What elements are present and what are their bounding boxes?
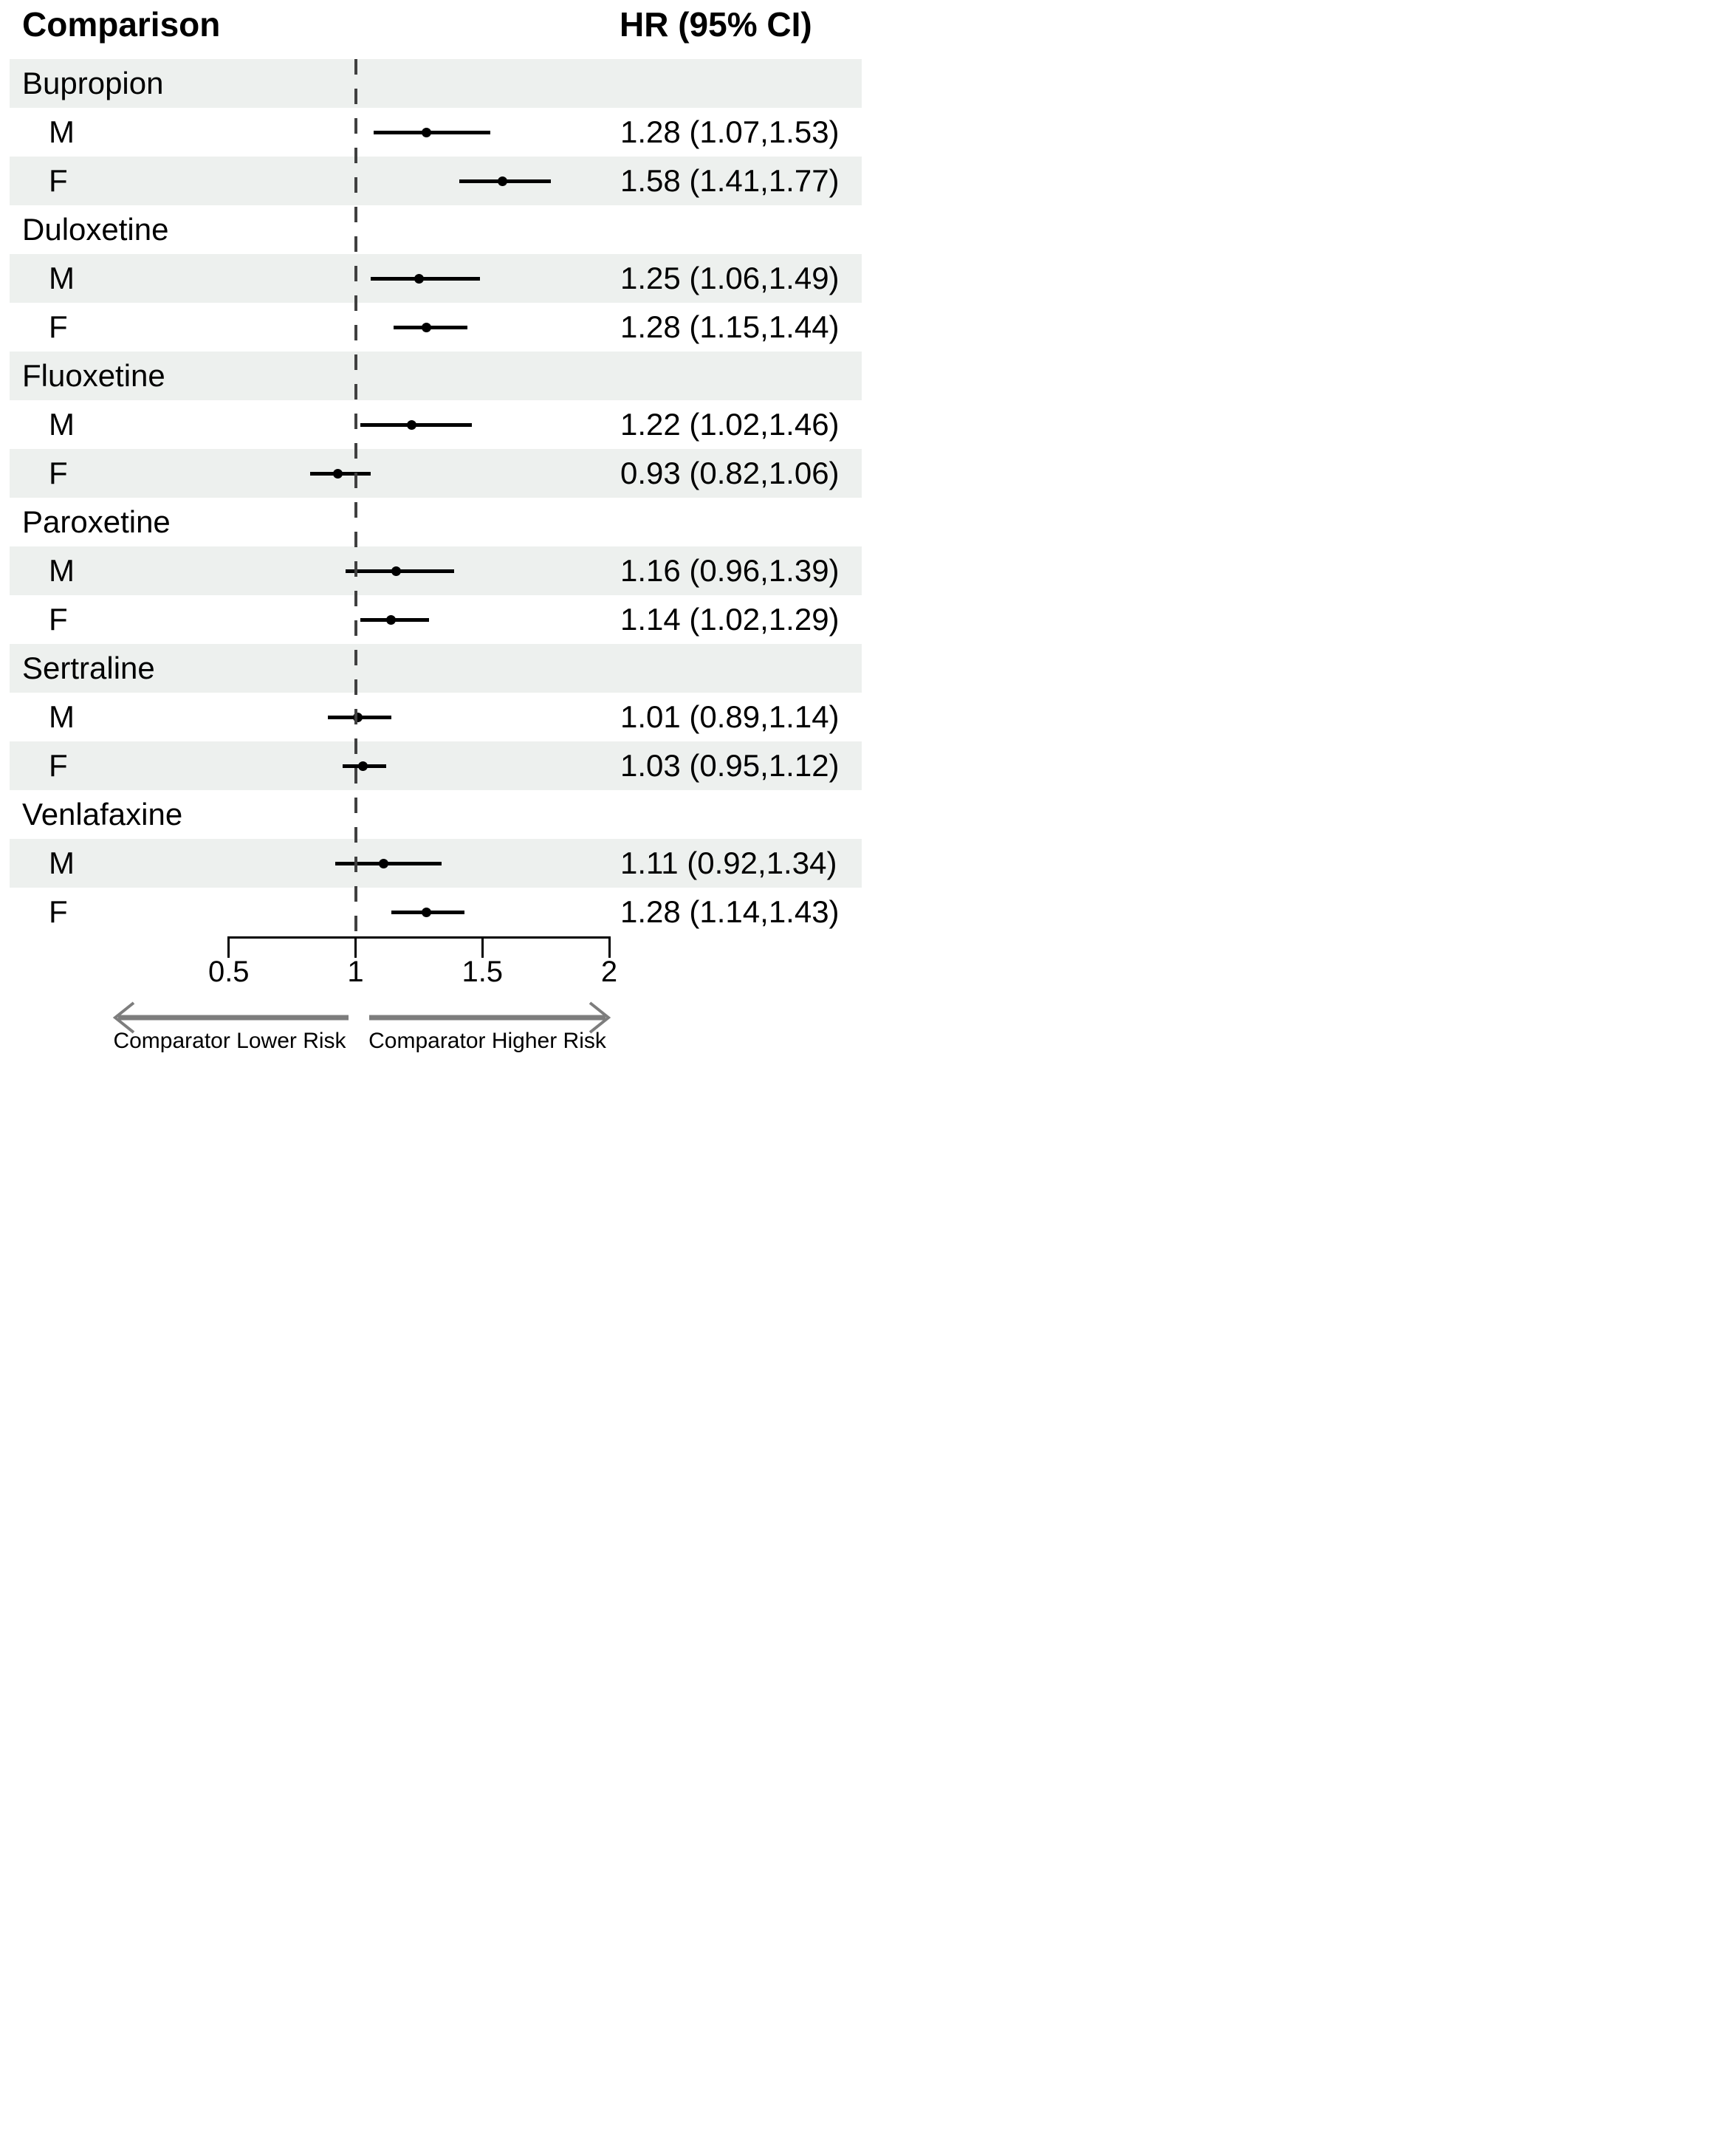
- point-estimate-dot: [378, 858, 388, 868]
- x-axis-tick: [354, 936, 357, 958]
- hr-ci-value: 1.11 (0.92,1.34): [620, 846, 837, 880]
- sex-label: F: [49, 309, 68, 344]
- point-estimate-dot: [391, 566, 401, 576]
- sex-label: M: [49, 553, 75, 588]
- point-estimate-dot: [358, 761, 368, 771]
- x-axis-tick-label: 1.5: [462, 956, 504, 988]
- row-stripe-band: [10, 352, 862, 400]
- hr-ci-value: 1.25 (1.06,1.49): [620, 261, 840, 295]
- sex-label: M: [49, 114, 75, 149]
- x-axis-tick: [481, 936, 484, 958]
- confidence-interval-line: [373, 130, 490, 134]
- x-axis-tick: [227, 936, 230, 958]
- lower-risk-arrow-icon: [112, 1001, 349, 1034]
- drug-group-label: Paroxetine: [22, 504, 171, 539]
- sex-label: F: [49, 163, 68, 198]
- x-axis-tick: [608, 936, 611, 958]
- hr-ci-value: 1.01 (0.89,1.14): [620, 699, 840, 734]
- hr-ci-value: 1.28 (1.14,1.43): [620, 894, 840, 929]
- x-axis-tick-label: 0.5: [207, 956, 250, 988]
- row-stripe-band: [10, 59, 862, 108]
- column-header-hr-ci: HR (95% CI): [620, 5, 812, 44]
- point-estimate-dot: [406, 419, 416, 430]
- drug-group-label: Venlafaxine: [22, 797, 183, 832]
- higher-risk-arrow-icon: [369, 1001, 611, 1034]
- drug-group-label: Duloxetine: [22, 212, 169, 247]
- point-estimate-dot: [422, 907, 432, 917]
- higher-risk-label: Comparator Higher Risk: [368, 1029, 606, 1053]
- sex-label: M: [49, 846, 75, 880]
- point-estimate-dot: [422, 127, 432, 137]
- row-stripe-band: [10, 157, 862, 205]
- hr-ci-value: 1.03 (0.95,1.12): [620, 748, 840, 783]
- sex-label: F: [49, 748, 68, 783]
- sex-label: F: [49, 894, 68, 929]
- hr-ci-value: 1.58 (1.41,1.77): [620, 163, 840, 198]
- row-stripe-band: [10, 449, 862, 498]
- lower-risk-label: Comparator Lower Risk: [113, 1029, 346, 1053]
- row-stripe-band: [10, 741, 862, 790]
- hr-ci-value: 1.22 (1.02,1.46): [620, 407, 840, 442]
- sex-label: M: [49, 261, 75, 295]
- point-estimate-dot: [422, 322, 432, 332]
- hr-ci-value: 1.14 (1.02,1.29): [620, 602, 840, 637]
- hr-ci-value: 1.28 (1.15,1.44): [620, 309, 840, 344]
- point-estimate-dot: [414, 273, 424, 284]
- point-estimate-dot: [332, 468, 343, 479]
- hr-ci-value: 0.93 (0.82,1.06): [620, 456, 840, 490]
- confidence-interval-line: [360, 422, 473, 427]
- confidence-interval-line: [335, 861, 442, 865]
- drug-group-label: Fluoxetine: [22, 358, 165, 393]
- forest-plot-figure: Comparison HR (95% CI) Bupropion M 1.28 (1…: [0, 0, 868, 1065]
- point-estimate-dot: [386, 614, 397, 625]
- risk-direction-arrows: [112, 1001, 611, 1034]
- sex-label: F: [49, 602, 68, 637]
- hr-ci-value: 1.16 (0.96,1.39): [620, 553, 840, 588]
- reference-line: [354, 59, 357, 936]
- column-header-comparison: Comparison: [22, 5, 221, 44]
- row-stripe-band: [10, 644, 862, 693]
- confidence-interval-line: [371, 276, 480, 281]
- drug-group-label: Bupropion: [22, 66, 164, 100]
- x-axis-line: [228, 936, 609, 939]
- x-axis-tick-label: 1: [347, 956, 364, 988]
- sex-label: M: [49, 407, 75, 442]
- sex-label: F: [49, 456, 68, 490]
- hr-ci-value: 1.28 (1.07,1.53): [620, 114, 840, 149]
- point-estimate-dot: [498, 176, 508, 186]
- sex-label: M: [49, 699, 75, 734]
- x-axis-tick-label: 2: [600, 956, 618, 988]
- drug-group-label: Sertraline: [22, 651, 155, 685]
